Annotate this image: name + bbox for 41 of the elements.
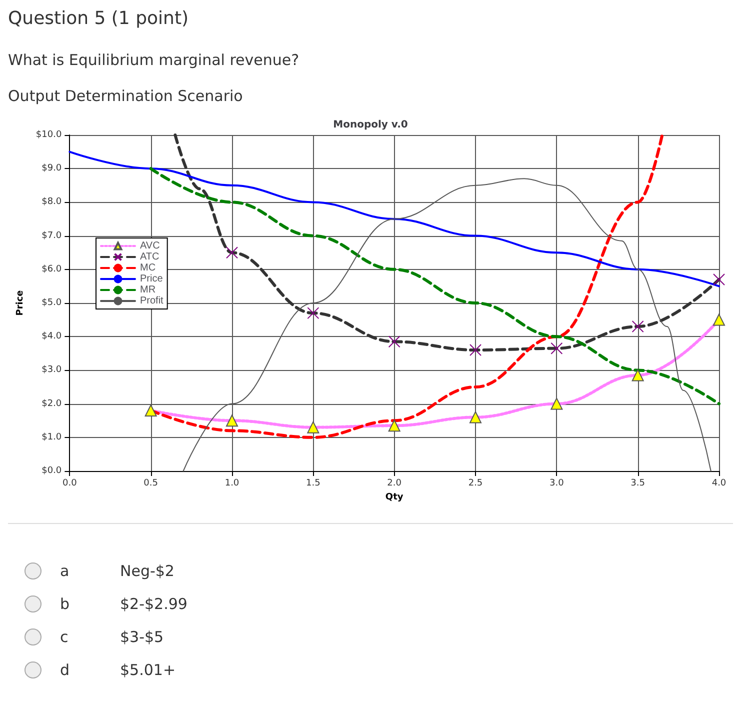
y-tick-label: $7.0 [42,230,62,241]
y-tick-label: $6.0 [42,264,62,274]
legend-label: ATC [140,252,160,262]
line-series [68,150,720,288]
x-axis-title: Qty [385,492,404,502]
text: $2-$2.99 [120,594,188,612]
text: Question 5 (1 point) [8,8,190,29]
x-tick-label: 0.0 [62,478,78,488]
text: $3-$5 [120,628,164,646]
x-tick-label: 3.5 [630,478,645,488]
text: a [60,562,70,580]
legend-label: AVC [140,240,160,252]
y-tick-label: $3.0 [42,365,62,376]
text: Neg-$2 [120,562,174,580]
y-axis-title: Price [16,290,26,316]
text: Output Determination Scenario [8,87,244,105]
y-tick-label: $2.0 [42,398,62,409]
y-tick-label: $0.0 [42,466,62,476]
y-tick-label: $5.0 [42,298,62,308]
legend-label: Profit [140,296,164,306]
x-tick-label: 3.0 [550,478,564,488]
x-tick-label: 0.5 [144,478,158,488]
x-tick-label: 1.0 [224,478,240,488]
y-tick-label: $4.0 [42,332,62,342]
text: What is Equilibrium marginal revenue? [8,51,300,69]
x-tick-label: 4.0 [712,478,726,488]
chart-title: Monopoly v.0 [333,120,408,130]
legend-label: MR [140,284,156,296]
text: b [60,594,71,612]
text: c [60,628,70,646]
x-tick-label: 2.0 [387,478,402,488]
legend-label: Price [140,274,164,284]
legend-label: MC [140,262,156,274]
y-tick-label: $10.0 [36,130,62,140]
text: $5.01+ [120,660,176,678]
x-tick-label: 2.5 [468,478,483,488]
x-tick-label: 1.5 [306,478,320,488]
y-tick-label: $1.0 [42,432,62,442]
y-tick-label: $8.0 [42,197,62,208]
y-tick-label: $9.0 [42,164,62,174]
text: d [60,660,71,678]
